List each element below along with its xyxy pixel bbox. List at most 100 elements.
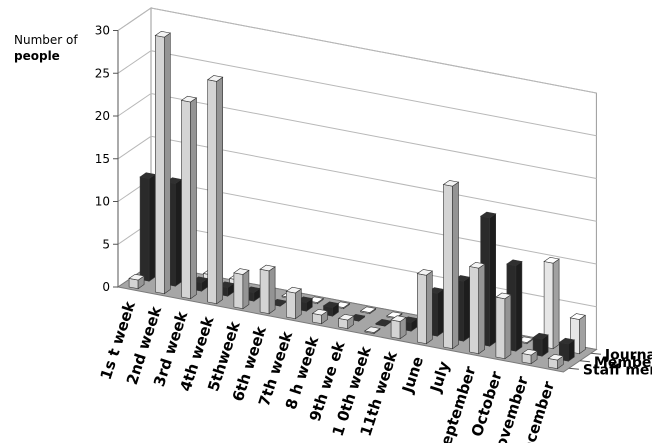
series-label: Staff members [583,362,652,378]
bar-top [128,273,145,281]
bar-side [478,263,486,355]
series-tick [568,367,579,370]
bar [259,264,276,315]
y-tick-label: 15 [95,152,110,166]
bar-front [469,266,480,355]
y-axis-title-line2: people [14,49,60,63]
bar-side [190,97,197,300]
bar [139,172,156,282]
bar-top [569,313,587,320]
bar-top [521,348,538,356]
bar-top [180,95,198,103]
bar-side [489,213,497,347]
bar-top [364,326,381,333]
bar [364,326,381,335]
bar [359,306,377,315]
bar [337,313,355,330]
bar-top [558,337,576,345]
bar [206,75,224,305]
bar [311,308,329,325]
bar [180,95,198,300]
bar [468,261,486,355]
bar-top [233,268,250,275]
series-axis-labels: Staff membersMembers of the publicJourna… [568,347,652,378]
bar [442,180,460,350]
bar [233,268,250,310]
y-tick-label: 20 [95,109,110,123]
bar [416,269,434,345]
category-label: July [426,359,453,395]
bar [521,348,538,365]
series-label: Journalists [604,347,652,363]
bar-side [164,32,171,295]
series-label: Members of the public [594,355,652,371]
y-tick-label: 25 [95,66,110,80]
bar-top [285,286,303,294]
bar [558,337,576,362]
bar-top [322,301,340,308]
bar-top [547,353,565,361]
y-axis-title: Number of people [14,33,78,63]
gridline [117,7,597,94]
bar-top [359,306,377,313]
bar-top [442,180,460,187]
gridline [117,50,597,137]
bar-front [285,290,296,320]
bar [390,315,407,340]
series-tick [579,360,590,363]
series-tick [590,352,601,355]
bar-top [532,332,549,340]
y-tick-label: 5 [102,237,110,251]
bar-side [425,270,433,345]
bar-front [207,79,217,305]
bar-top [479,211,497,219]
bar-top [259,264,276,272]
bar-front [443,184,453,350]
bar-side [268,266,276,315]
bar-side [216,76,223,305]
category-label: June [398,354,427,396]
bar-front [416,273,427,345]
bar-side [148,173,156,282]
bar [128,273,145,290]
bar-side [242,269,250,310]
bar-side [294,288,302,320]
bar-top [506,259,523,267]
bar-top [543,256,560,264]
bar [532,332,549,357]
bar-side [175,178,182,287]
y-axis: 0 5 10 15 20 25 30 [95,24,119,294]
bar-side [552,258,560,350]
bar [547,353,565,370]
bar [154,30,172,295]
bar-front [181,99,191,300]
y-tick-label: 30 [95,24,110,38]
bar-top [311,308,329,316]
bar-front [155,35,165,295]
bar-top [495,292,512,300]
bar [543,256,560,350]
bar [285,286,303,320]
bar-front [495,296,506,360]
bar-top [337,313,355,321]
bar-front [139,176,150,282]
y-tick-label: 0 [102,280,110,294]
bar-top [154,30,172,38]
bar-top [390,315,407,322]
bar-front [259,268,270,315]
bar-side [515,260,523,352]
bar-top [206,75,224,82]
bar [495,292,512,360]
bar-top [468,261,486,269]
bars-layer [128,30,587,370]
bar-side [436,288,444,337]
y-axis-title-line1: Number of [14,33,78,47]
bar-side [452,181,459,350]
gridline [117,92,597,179]
bar-top [416,269,434,276]
bar-front [390,319,401,340]
bar-top [386,311,403,318]
bar-side [578,314,586,355]
